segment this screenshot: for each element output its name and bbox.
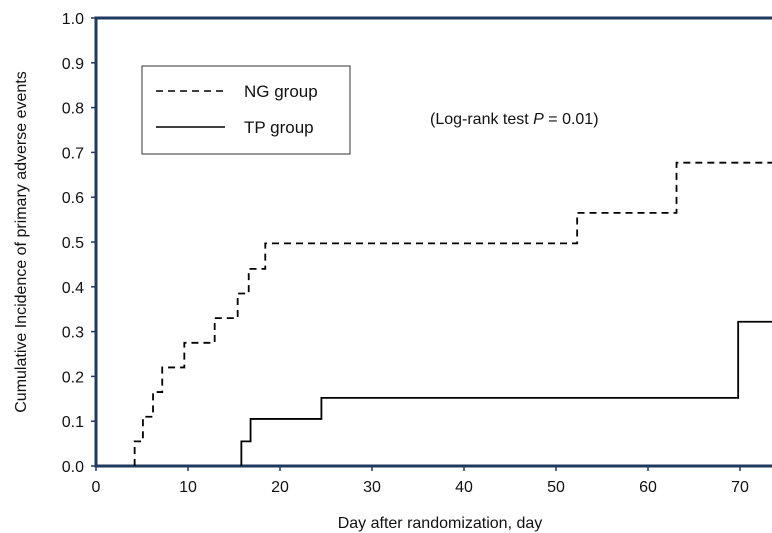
series-line-ng-group [133,161,772,466]
x-axis-title: Day after randomization, day [338,515,543,532]
x-tick-label: 0 [92,479,101,496]
y-tick-label: 0.7 [62,145,84,162]
y-tick-label: 1.0 [62,11,84,28]
x-tick-label: 30 [363,479,381,496]
log-rank-value: = 0.01) [544,111,599,128]
x-axis-ticks: 0 10 20 30 40 50 60 70 [92,466,749,496]
legend-label-ng-group: NG group [244,82,318,101]
y-axis-ticks: 0.0 0.1 0.2 0.3 0.4 0.5 0.6 0.7 0.8 0.9 1.0 [62,11,96,476]
y-tick-label: 0.5 [62,235,84,252]
legend: NG group TP group [141,65,351,155]
x-tick-label: 20 [271,479,289,496]
x-tick-label: 10 [179,479,197,496]
legend-label-tp-group: TP group [244,118,314,137]
y-tick-label: 0.8 [62,101,84,118]
y-tick-label: 0.9 [62,56,84,73]
y-tick-label: 0.3 [62,325,84,342]
x-tick-label: 40 [455,479,473,496]
y-tick-label: 0.2 [62,369,84,386]
log-rank-annotation: (Log-rank test P = 0.01) [430,111,599,128]
x-tick-label: 70 [731,479,749,496]
y-tick-label: 0.1 [62,414,84,431]
x-tick-label: 50 [547,479,565,496]
y-tick-label: 0.0 [62,459,84,476]
legend-box [141,65,351,155]
y-tick-label: 0.6 [62,190,84,207]
log-rank-p-symbol: P [533,111,544,128]
y-axis-title: Cumulative Incidence of primary adverse … [13,71,30,413]
series-layer [133,161,772,466]
y-tick-label: 0.4 [62,280,84,297]
x-tick-label: 60 [639,479,657,496]
series-line-tp-group [240,320,772,466]
log-rank-prefix: (Log-rank test [430,111,533,128]
